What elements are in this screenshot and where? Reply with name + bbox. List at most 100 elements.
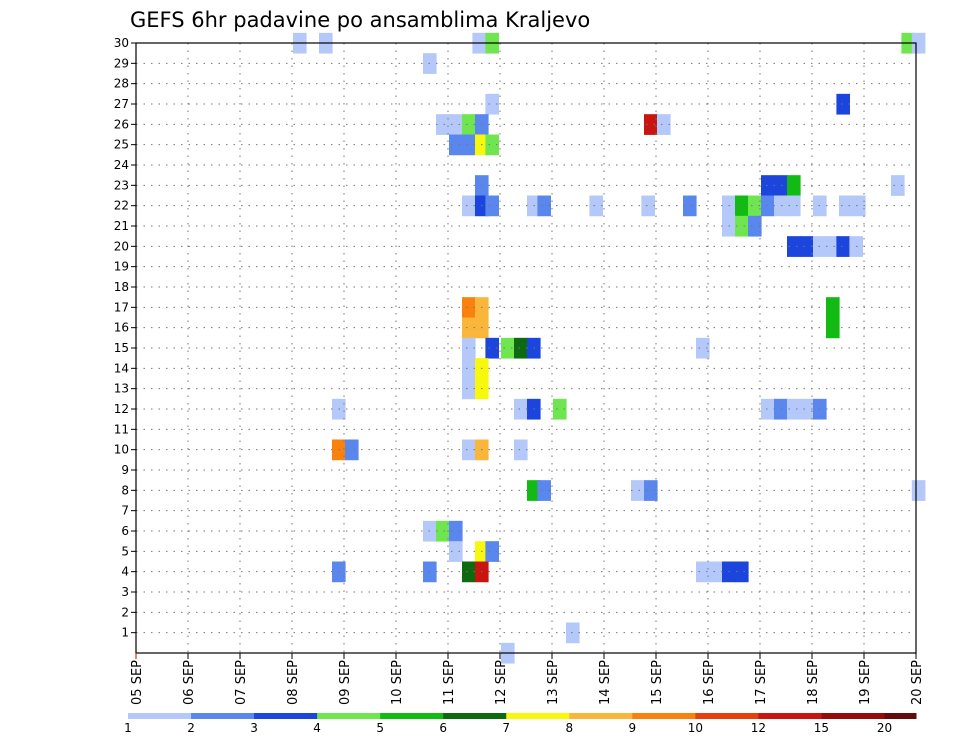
heatmap-cell (514, 439, 528, 461)
y-tick-label: 3 (121, 585, 129, 599)
heatmap-cell (641, 195, 655, 217)
colorbar-label: 8 (565, 721, 573, 735)
heatmap-cell (462, 134, 476, 156)
heatmap-cell (553, 398, 567, 420)
x-tick-label: 20 SEP (910, 660, 925, 705)
x-tick-label: 08 SEP (286, 660, 301, 705)
y-tick-label: 20 (114, 239, 129, 253)
x-tick-label: 10 SEP (390, 660, 405, 705)
heatmap-cell (800, 236, 814, 257)
colorbar-label: 1 (124, 721, 132, 735)
colorbar-swatch (317, 713, 381, 719)
heatmap-cell (537, 480, 551, 501)
y-tick-label: 4 (121, 565, 129, 579)
heatmap-cell (735, 195, 749, 217)
y-tick-label: 24 (114, 158, 129, 172)
colorbar-label: 20 (877, 721, 892, 735)
colorbar-swatch (569, 713, 633, 719)
heatmap-cell (787, 195, 801, 217)
heatmap-cell (836, 93, 850, 115)
heatmap-cell (787, 398, 801, 420)
heatmap-cell (852, 195, 866, 217)
heatmap-cell (644, 480, 658, 501)
colorbar-label: 15 (814, 721, 829, 735)
heatmap-cell (436, 520, 450, 542)
y-axis: 1234567891011121314151617181920212223242… (114, 36, 136, 640)
y-tick-label: 8 (121, 483, 129, 497)
heatmap-cell (462, 378, 476, 400)
heatmap-cell (911, 480, 926, 501)
y-tick-label: 23 (114, 178, 129, 192)
x-tick-label: 17 SEP (754, 660, 769, 705)
heatmap-cell (462, 297, 476, 318)
colorbar-label: 3 (250, 721, 258, 735)
colorbar-swatch (884, 713, 917, 719)
x-axis: 05 SEP 06 SEP 07 SEP 08 SEP 09 SEP 10 SEP 11 S… (130, 653, 925, 705)
y-tick-label: 13 (114, 382, 129, 396)
heatmap-cell (735, 561, 749, 583)
heatmap-cell (485, 195, 499, 217)
heatmap-cell (761, 175, 775, 196)
y-tick-label: 26 (114, 117, 129, 131)
x-tick-label: 15 SEP (650, 660, 665, 705)
x-tick-label: 18 SEP (806, 660, 821, 705)
x-tick-label: 19 SEP (858, 660, 873, 705)
y-tick-label: 25 (114, 138, 129, 152)
heatmap-cell (761, 195, 775, 217)
heatmap-cell (774, 195, 788, 217)
y-tick-label: 12 (114, 402, 129, 416)
y-tick-label: 19 (114, 260, 129, 274)
heatmap-cell (449, 520, 463, 542)
y-tick-label: 9 (121, 463, 129, 477)
y-tick-label: 29 (114, 56, 129, 70)
chart-title: GEFS 6hr padavine po ansamblima Kraljevo (130, 8, 590, 32)
heatmap-cell (735, 215, 749, 237)
heatmap-cell (462, 561, 476, 583)
y-tick-label: 16 (114, 321, 129, 335)
heatmap-cell (449, 134, 463, 156)
colorbar: 1 2 3 4 5 6 7 8 9 10 12 15 20 (124, 713, 917, 735)
heatmap-cell (826, 297, 840, 318)
colorbar-swatch (254, 713, 318, 719)
heatmap-cell (436, 114, 450, 135)
colorbar-label: 10 (688, 721, 703, 735)
x-tick-label: 13 SEP (546, 660, 561, 705)
colorbar-label: 9 (628, 721, 636, 735)
heatmap-cell (485, 93, 499, 115)
y-tick-label: 7 (121, 504, 129, 518)
heatmap-cell (485, 541, 499, 562)
heatmap-cell (787, 236, 801, 257)
colorbar-swatch (695, 713, 759, 719)
colorbar-label: 2 (187, 721, 195, 735)
x-tick-label: 05 SEP (130, 660, 145, 705)
heatmap-cell (696, 337, 710, 359)
colorbar-label: 12 (751, 721, 766, 735)
colorbar-swatch (128, 713, 192, 719)
heatmap-cell (462, 358, 476, 379)
colorbar-label: 6 (439, 721, 447, 735)
y-tick-label: 1 (121, 626, 129, 640)
heatmap-cell (514, 337, 528, 359)
heatmap-cell (462, 337, 476, 359)
heatmap-cell (774, 398, 788, 420)
x-tick-label: 06 SEP (182, 660, 197, 705)
heatmap-cell (449, 541, 463, 562)
colorbar-swatch (443, 713, 507, 719)
heatmap-cell (462, 114, 476, 135)
heatmap-cell (345, 439, 359, 461)
heatmap-cell (748, 195, 762, 217)
heatmap-cell (514, 398, 528, 420)
x-tick-label: 09 SEP (338, 660, 353, 705)
heatmap-cell (839, 195, 853, 217)
y-tick-label: 11 (114, 422, 129, 436)
y-tick-label: 28 (114, 77, 129, 91)
y-tick-label: 14 (114, 361, 129, 375)
colorbar-swatch (758, 713, 822, 719)
heatmap-cell (501, 337, 515, 359)
heatmap-cell (787, 175, 801, 196)
x-tick-label: 16 SEP (702, 660, 717, 705)
heatmap-cell (826, 317, 840, 339)
y-tick-label: 30 (114, 36, 129, 50)
colorbar-swatch (380, 713, 444, 719)
